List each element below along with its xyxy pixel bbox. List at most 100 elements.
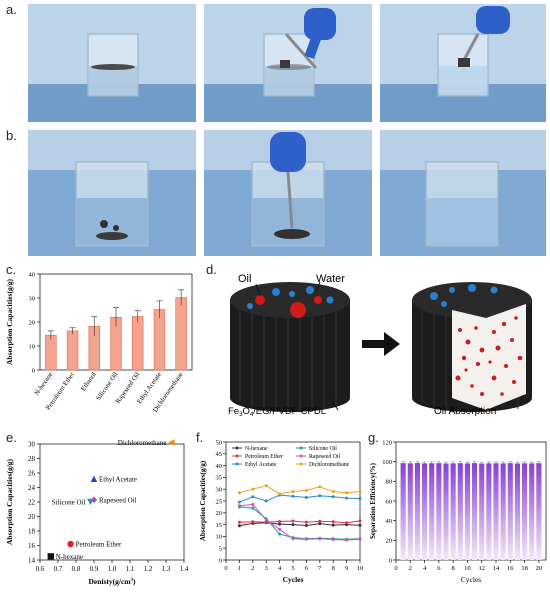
chart-f-point [358, 523, 362, 527]
chart-c-category-label: N-hexane [34, 371, 55, 397]
chart-c-bar [45, 334, 57, 371]
diagram-d: Oil Water Fe3O4/EG/PVDF-CPDL Oil Absorpt… [220, 270, 546, 426]
chart-c-category-label: Ethanol [80, 371, 98, 392]
chart-g-ytick-label: 0 [389, 557, 392, 564]
chart-f-ytick-label: 40 [216, 463, 223, 470]
chart-f-legend-marker [299, 462, 303, 466]
chart-e-density-scatter: 14 16 18 20 22 24 26 28 30 0.6 0.7 0.8 0.9 1.0 1.1 1.2 1… [5, 439, 189, 586]
chart-c-ytick-label: 30 [29, 296, 36, 303]
chart-e-xtick-label: 1.4 [180, 565, 189, 573]
chart-c-bar [175, 297, 187, 371]
chart-f-series-line [239, 522, 361, 527]
chart-f-point [358, 490, 362, 494]
chart-g-bar [472, 463, 478, 560]
chart-c-ylabel: Absorption Capacities(g/g) [5, 278, 14, 365]
beaker-b3-illustration [380, 130, 546, 256]
chart-e-point [90, 475, 98, 482]
chart-g-ylabel: Separation Efficiency(%) [369, 462, 377, 539]
chart-g-separation-bar: 0 20 40 60 80 100 120 0 2 4 6 8 10 12 14 16 18 20 Cycles Se… [369, 439, 547, 584]
chart-g-bar [507, 463, 513, 560]
sponge-cylinder-left [230, 281, 350, 412]
chart-f-xtick-label: 6 [305, 565, 309, 572]
chart-f-point [251, 495, 255, 499]
chart-f-xtick-label: 3 [265, 565, 268, 572]
chart-f-point [358, 497, 362, 501]
chart-f-legend-marker [235, 454, 239, 458]
chart-e-point [90, 496, 98, 504]
chart-f-point [291, 523, 295, 527]
chart-f-legend-label: Petroleum Ether [245, 454, 283, 460]
chart-g-bar [407, 463, 413, 560]
chart-g-bar [464, 463, 470, 560]
chart-f-ytick-label: 35 [216, 475, 223, 482]
chart-e-xtick-label: 1.1 [126, 565, 135, 573]
chart-f-point [237, 524, 241, 528]
chart-g-xtick-label: 20 [536, 565, 543, 572]
chart-g-ytick-label: 60 [386, 498, 393, 505]
chart-f-legend-marker [235, 462, 239, 466]
chart-f-point [237, 491, 241, 495]
chart-f-xtick-label: 10 [357, 565, 364, 572]
chart-e-point [47, 553, 54, 560]
chart-f-ylabel: Absorption Capacities(g/g) [199, 460, 207, 541]
chart-g-xtick-label: 4 [423, 565, 427, 572]
chart-g-bar [536, 463, 542, 560]
chart-f-point [291, 519, 295, 523]
chart-f-point [331, 537, 335, 541]
chart-g-xtick-label: 10 [464, 565, 471, 572]
beaker-a3-illustration [380, 4, 546, 122]
panel-label-f: f. [196, 430, 204, 445]
chart-g-xtick-label: 18 [521, 565, 528, 572]
chart-f-ytick-label: 0 [219, 557, 222, 564]
sponge-diagram: Oil Water Fe3O4/EG/PVDF-CPDL Oil Absorpt… [228, 273, 532, 418]
chart-f-point [278, 527, 282, 531]
photo-a1 [28, 4, 196, 122]
chart-f-point [304, 488, 308, 492]
chart-f-point [358, 519, 362, 523]
chart-f-series-line [239, 506, 361, 540]
chart-f-xtick-label: 1 [238, 565, 241, 572]
chart-f-point [358, 537, 362, 541]
chart-f-point [278, 532, 282, 536]
chart-e-xtick-label: 0.6 [36, 565, 45, 573]
chart-f-point [318, 494, 322, 498]
chart-e-point-label: Dichloromethane [118, 439, 167, 447]
chart-f-series-line [239, 494, 361, 503]
chart-f-xtick-label: 4 [278, 565, 282, 572]
chart-f-xtick-label: 2 [251, 565, 254, 572]
chart-g-xtick-label: 14 [493, 565, 500, 572]
chart-e-point [67, 540, 74, 548]
chart-f-point [318, 522, 322, 526]
chart-g-bar [493, 463, 499, 560]
chart-e-point-label: N-hexane [56, 553, 83, 561]
chart-g-bar [529, 463, 535, 560]
chart-g-ytick-label: 20 [386, 538, 393, 545]
chart-e-ytick-label: 14 [28, 557, 36, 565]
chart-f-legend-marker [299, 446, 303, 450]
panel-label-g: g. [368, 430, 379, 445]
chart-g-bar [429, 463, 435, 560]
chart-e-xtick-label: 0.7 [54, 565, 63, 573]
chart-c-ytick-label: 10 [29, 344, 36, 351]
chart-f-legend-marker [235, 446, 239, 450]
panel-label-a: a. [6, 2, 17, 17]
chart-f-point [304, 520, 308, 524]
beaker-a1-illustration [28, 4, 196, 122]
chart-e-ytick-label: 30 [28, 441, 36, 449]
chart-c-ytick-label: 0 [32, 368, 35, 375]
chart-f-point [304, 537, 308, 541]
chart-f-point [251, 503, 255, 507]
chart-f-ytick-label: 25 [216, 498, 223, 505]
photo-a3 [380, 4, 546, 122]
chart-g-xtick-label: 8 [452, 565, 455, 572]
chart-f-ytick-label: 20 [216, 510, 223, 517]
chart-f-point [237, 520, 241, 524]
chart-g-ytick-label: 100 [382, 459, 392, 466]
chart-e-ytick-label: 22 [28, 499, 36, 507]
chart-f-point [264, 518, 268, 522]
chart-c-bar [131, 316, 144, 371]
chart-g-xlabel: Cycles [461, 575, 481, 584]
chart-f-point [264, 484, 268, 488]
